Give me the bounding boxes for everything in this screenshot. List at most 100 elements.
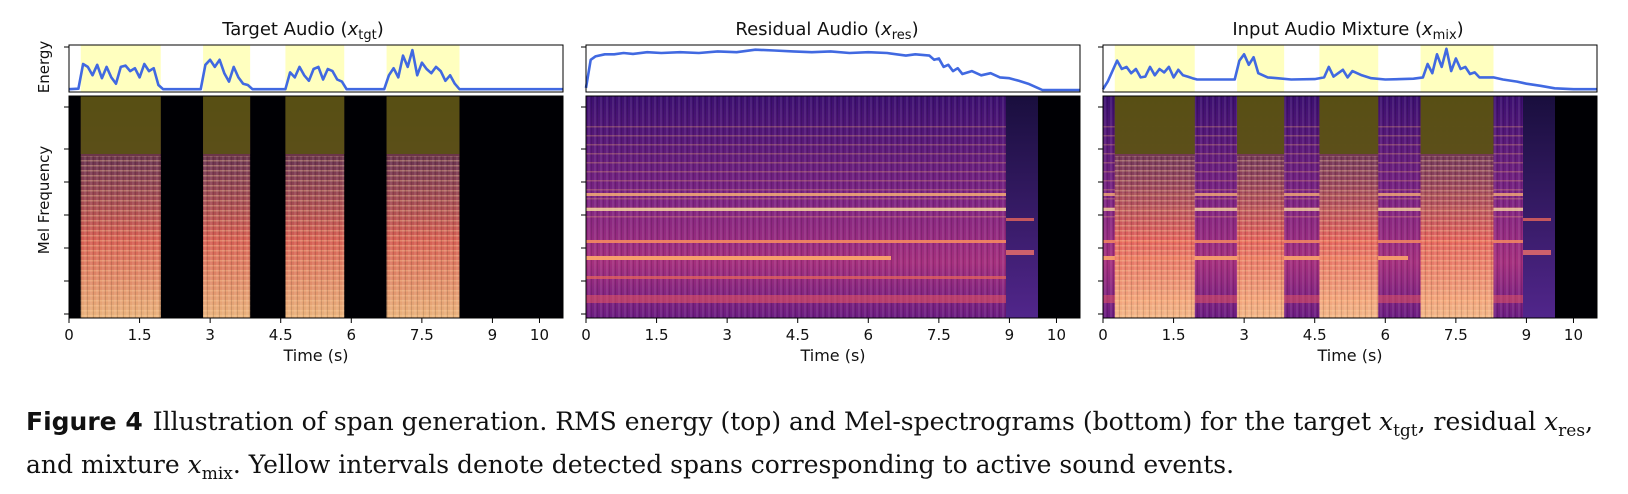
- spec-band: [1103, 208, 1523, 211]
- spec-yticks: [1098, 106, 1103, 315]
- xtick-label: 1.5: [128, 326, 152, 344]
- xtick-label: 0: [64, 326, 74, 344]
- xtick-label: 0: [1098, 326, 1108, 344]
- spectrogram: [1098, 95, 1598, 319]
- caption-sub: mix: [201, 464, 233, 484]
- spec-yticks: [64, 106, 69, 315]
- title-sub: mix: [1433, 28, 1457, 43]
- title-main: Target Audio (: [221, 19, 347, 40]
- energy-span: [1237, 45, 1285, 92]
- spec-event-texture: [1420, 156, 1494, 318]
- xtick-label: 10: [1047, 326, 1066, 344]
- xtick-label: 9: [1522, 326, 1532, 344]
- span-overlay: [80, 96, 161, 154]
- title-close: ): [1457, 19, 1464, 40]
- title-var: x: [880, 19, 892, 40]
- spec-band: [1103, 193, 1523, 196]
- energy-span: [1420, 45, 1494, 92]
- title-main: Input Audio Mixture (: [1232, 19, 1422, 40]
- xtick-label: 7.5: [1444, 326, 1468, 344]
- x-axis: 0 1.5 3 4.5 6 7.5 9 10 Time (s): [1098, 318, 1583, 365]
- x-axis: 0 1.5 3 4.5 6 7.5 9 10 Time (s): [581, 318, 1066, 365]
- spec-yticks: [581, 106, 586, 315]
- spectrogram: [581, 95, 1081, 319]
- panel-residual: Residual Audio (xres): [581, 19, 1081, 365]
- xtick-label: 1.5: [1162, 326, 1186, 344]
- figure-canvas: Target Audio (xtgt) Energy Mel Frequency: [35, 19, 1598, 365]
- xtick-label: 4.5: [1303, 326, 1327, 344]
- title-sub: tgt: [358, 28, 376, 43]
- span-overlay: [1420, 96, 1494, 154]
- title-sub: res: [892, 28, 912, 43]
- xtick-label: 1.5: [645, 326, 669, 344]
- energy-span: [386, 45, 460, 92]
- caption-text: . Yellow intervals denote detected spans…: [232, 450, 1235, 479]
- xtick-label: 3: [1239, 326, 1249, 344]
- xtick-label: 9: [1005, 326, 1015, 344]
- xtick-label: 4.5: [269, 326, 293, 344]
- spec-tail: [1523, 96, 1555, 318]
- title-close: ): [912, 19, 919, 40]
- xtick-label: 9: [488, 326, 498, 344]
- caption-sub: res: [1558, 421, 1586, 441]
- caption-text: , and mixture: [26, 407, 1594, 479]
- energy-line: [1101, 47, 1597, 91]
- xtick-label: 3: [722, 326, 732, 344]
- spec-band: [586, 276, 1006, 279]
- spec-event-texture: [203, 156, 251, 318]
- title-close: ): [377, 19, 384, 40]
- xtick-label: 0: [581, 326, 591, 344]
- title-var: x: [1421, 19, 1433, 40]
- caption-var: x: [1378, 407, 1394, 436]
- panel-title: Input Audio Mixture (xmix): [1232, 19, 1463, 43]
- spec-tail-band: [1006, 250, 1034, 255]
- title-main: Residual Audio (: [735, 19, 881, 40]
- xtick-label: 10: [530, 326, 549, 344]
- panel-title: Target Audio (xtgt): [221, 19, 383, 43]
- spec-tail: [1006, 96, 1038, 318]
- energy-frame: [585, 44, 1081, 93]
- spec-frame: [68, 95, 564, 319]
- energy-frame: [1102, 44, 1598, 93]
- energy-axes: [1098, 44, 1598, 93]
- xtick-label: 3: [205, 326, 215, 344]
- spec-event-texture: [386, 156, 460, 318]
- x-axis-label: Time (s): [1316, 346, 1382, 365]
- spec-tail-band: [1523, 250, 1551, 255]
- energy-spans: [1114, 45, 1494, 92]
- spec-tail-band: [1006, 218, 1034, 221]
- spec-event-texture: [1114, 156, 1195, 318]
- caption-sub: tgt: [1393, 421, 1418, 441]
- spec-band: [586, 193, 1006, 196]
- xtick-label: 7.5: [927, 326, 951, 344]
- panel-mixture: Input Audio Mixture (xmix): [1098, 19, 1598, 365]
- spec-event-texture: [285, 156, 345, 318]
- xtick-label: 6: [347, 326, 357, 344]
- xtick-label: 10: [1564, 326, 1583, 344]
- span-overlay: [1237, 96, 1285, 154]
- energy-frame: [68, 44, 564, 93]
- spec-events: [1114, 96, 1494, 318]
- span-overlay: [1319, 96, 1379, 154]
- energy-spans: [80, 45, 460, 92]
- spec-band: [586, 240, 1006, 243]
- spec-band: [586, 295, 1006, 303]
- spec-event-texture: [80, 156, 161, 318]
- title-var: x: [347, 19, 359, 40]
- energy-ylabel: Energy: [35, 41, 53, 94]
- spec-harmonics: [586, 120, 1006, 220]
- energy-line: [584, 48, 1080, 92]
- spec-band: [1103, 295, 1523, 303]
- spec-frame: [585, 95, 1081, 319]
- spec-event-texture: [1237, 156, 1285, 318]
- caption-label: Figure 4: [26, 407, 143, 436]
- energy-axes: [581, 44, 1081, 93]
- span-overlay: [203, 96, 251, 154]
- panel-title: Residual Audio (xres): [735, 19, 918, 43]
- span-overlay: [386, 96, 460, 154]
- figure-caption: Figure 4 Illustration of span generation.…: [26, 405, 1611, 491]
- x-axis: 0 1.5 3 4.5 6 7.5 9 10 Time (s): [64, 318, 549, 365]
- xtick-label: 6: [864, 326, 874, 344]
- xtick-label: 4.5: [786, 326, 810, 344]
- spec-band: [586, 208, 1006, 211]
